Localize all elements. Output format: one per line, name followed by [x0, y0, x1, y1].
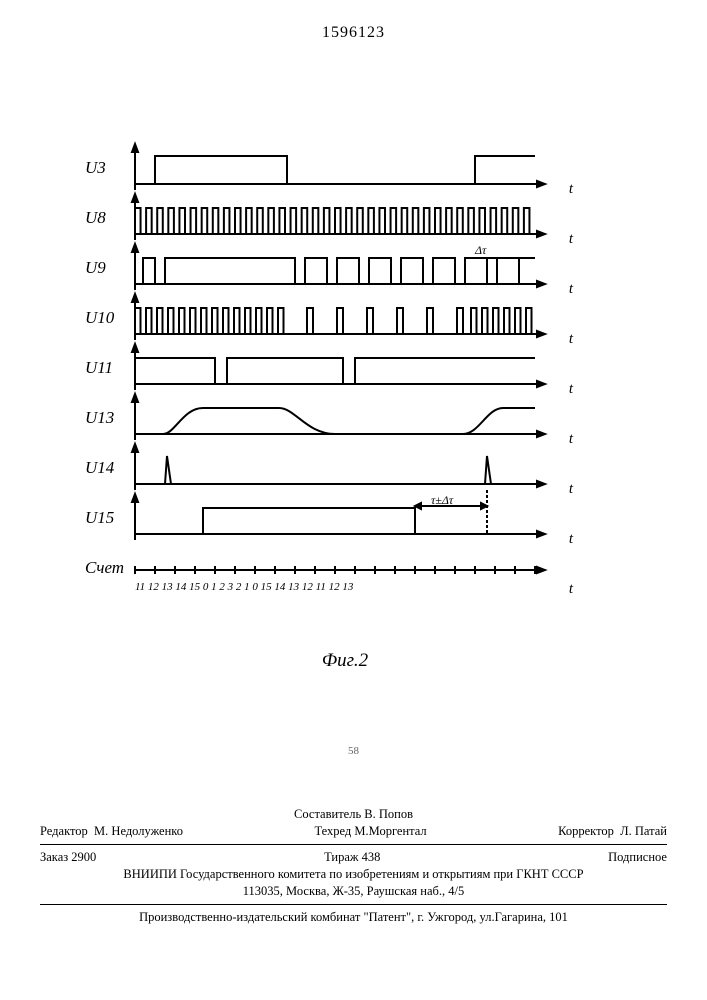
t-axis-label: t	[569, 331, 573, 348]
row-label: U10	[85, 308, 114, 328]
divider-2	[40, 904, 667, 905]
waveform-row-U3: U3t	[135, 150, 555, 194]
document-number: 1596123	[0, 24, 707, 42]
waveform-row-Счет: Счет11 12 13 14 15 0 1 2 3 2 1 0 15 14 1…	[135, 550, 555, 594]
waveform-svg	[135, 300, 555, 346]
waveform-svg	[135, 450, 555, 496]
waveform-row-U8: U8t	[135, 200, 555, 244]
row-label: U11	[85, 358, 113, 378]
page-marker: 58	[348, 745, 359, 757]
t-axis-label: t	[569, 281, 573, 298]
waveform-svg: τ±Δτ	[135, 500, 555, 546]
waveform-svg	[135, 350, 555, 396]
t-axis-label: t	[569, 231, 573, 248]
waveform-row-U10: U10t	[135, 300, 555, 344]
t-axis-label: t	[569, 481, 573, 498]
org-line-2: 113035, Москва, Ж-35, Раушская наб., 4/5	[40, 884, 667, 899]
row-label: U9	[85, 258, 106, 278]
waveform-svg	[135, 400, 555, 446]
row-label: Счет	[85, 558, 124, 578]
figure-caption: Фиг.2	[135, 650, 555, 672]
compiler-line: Составитель В. Попов	[40, 807, 667, 822]
waveform-row-U15: U15τ±Δτt	[135, 500, 555, 544]
row-label: U15	[85, 508, 114, 528]
row-label: U14	[85, 458, 114, 478]
t-axis-label: t	[569, 181, 573, 198]
printer-line: Производственно-издательский комбинат "П…	[40, 910, 667, 925]
waveform-svg: Δτ	[135, 250, 555, 296]
page: 1596123 U3tU8tU9ΔτtU10tU11tU13tU14tU15τ±…	[0, 0, 707, 1000]
waveform-row-U11: U11t	[135, 350, 555, 394]
waveform-svg	[135, 200, 555, 246]
divider-1	[40, 844, 667, 845]
waveform-svg	[135, 150, 555, 196]
footer: Составитель В. Попов Редактор М. Недолуж…	[40, 805, 667, 927]
corrector: Корректор Л. Патай	[558, 824, 667, 839]
svg-text:11 12 13 14 15 0 1 2 3 2: 11 12 13 14 15 0 1 2 3 2 1 0 15 14 13 12…	[135, 581, 354, 593]
t-axis-label: t	[569, 431, 573, 448]
org-line-1: ВНИИПИ Государственного комитета по изоб…	[40, 867, 667, 882]
waveform-svg: 11 12 13 14 15 0 1 2 3 2 1 0 15 14 13 12…	[135, 550, 555, 596]
editor: Редактор М. Недолуженко	[40, 824, 183, 839]
waveform-row-U14: U14t	[135, 450, 555, 494]
row-label: U8	[85, 208, 106, 228]
t-axis-label: t	[569, 581, 573, 598]
order-line: Заказ 2900 Тираж 438 Подписное	[40, 850, 667, 865]
waveform-row-U13: U13t	[135, 400, 555, 444]
tech: Техред М.Моргентал	[314, 824, 426, 839]
waveform-row-U9: U9Δτt	[135, 250, 555, 294]
tirage: Тираж 438	[324, 850, 380, 865]
t-axis-label: t	[569, 531, 573, 548]
timing-figure: U3t U8t U9Δτt U10t U11t U13t U14t U15τ±Δτt Счет1…	[135, 150, 555, 600]
t-axis-label: t	[569, 381, 573, 398]
row-label: U3	[85, 158, 106, 178]
row-label: U13	[85, 408, 114, 428]
order: Заказ 2900	[40, 850, 96, 865]
svg-text:τ±Δτ: τ±Δτ	[431, 493, 454, 507]
subscription: Подписное	[608, 850, 667, 865]
staff-line: Редактор М. Недолуженко Техред М.Моргент…	[40, 824, 667, 839]
svg-text:Δτ: Δτ	[474, 243, 487, 257]
